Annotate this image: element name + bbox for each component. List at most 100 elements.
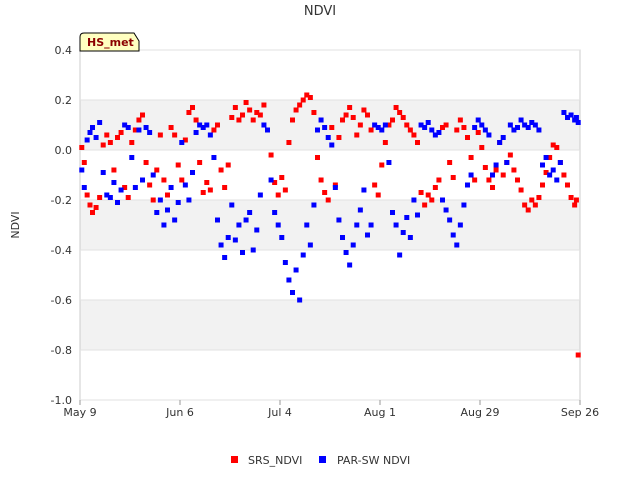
- y-tick-label: -0.4: [51, 244, 72, 257]
- srs-ndvi-point: [432, 185, 438, 190]
- par-sw-ndvi-point: [375, 125, 381, 130]
- srs-ndvi-point: [429, 197, 435, 203]
- srs-ndvi-point: [400, 115, 406, 120]
- srs-ndvi-point: [340, 117, 345, 123]
- srs-ndvi-point: [568, 195, 574, 200]
- par-sw-ndvi-point: [293, 267, 299, 273]
- srs-ndvi-point: [143, 160, 149, 165]
- badge-shape: [79, 32, 140, 52]
- par-sw-ndvi-point: [354, 222, 360, 228]
- x-tick-label: Aug 1: [364, 406, 396, 419]
- par-sw-ndvi-point: [79, 167, 85, 173]
- par-sw-ndvi-point: [504, 160, 510, 165]
- srs-ndvi-point: [132, 127, 138, 133]
- srs-ndvi-point: [379, 162, 385, 168]
- srs-ndvi-point: [565, 182, 570, 188]
- srs-ndvi-point: [90, 210, 95, 215]
- par-sw-ndvi-point: [182, 182, 188, 188]
- srs-ndvi-point: [350, 115, 356, 120]
- srs-ndvi-point: [122, 185, 128, 190]
- par-sw-ndvi-point: [115, 200, 120, 205]
- srs-ndvi-point: [150, 197, 156, 203]
- par-sw-ndvi-point: [529, 120, 535, 125]
- srs-ndvi-point: [450, 175, 456, 180]
- srs-ndvi-point: [261, 102, 267, 108]
- srs-ndvi-point: [404, 122, 410, 128]
- par-sw-ndvi-point: [168, 185, 174, 190]
- par-sw-ndvi-point: [472, 125, 478, 130]
- par-sw-ndvi-point: [275, 222, 281, 228]
- srs-ndvi-point: [347, 105, 353, 110]
- par-sw-ndvi-point: [372, 122, 378, 128]
- site-badge: HS_met: [79, 32, 140, 52]
- x-axis-ticks: May 9 Jun 6 Jul 4 Aug 1 Aug 29 Sep 26: [63, 400, 599, 419]
- par-sw-ndvi-point: [300, 252, 306, 258]
- srs-ndvi-point: [254, 110, 260, 115]
- plot-bands: [80, 50, 580, 400]
- par-sw-ndvi-point: [432, 132, 438, 138]
- srs-ndvi-point: [507, 152, 513, 158]
- par-sw-ndvi-point: [493, 162, 499, 168]
- srs-ndvi-point: [443, 122, 449, 128]
- par-sw-ndvi-point: [143, 125, 149, 130]
- par-sw-ndvi-point: [386, 160, 392, 165]
- par-sw-ndvi-point: [411, 197, 417, 203]
- par-sw-ndvi-point: [318, 117, 324, 123]
- par-sw-ndvi-point: [336, 217, 342, 223]
- srs-ndvi-point: [329, 125, 335, 130]
- par-sw-ndvi-point: [368, 222, 374, 228]
- par-sw-ndvi-point: [311, 202, 317, 208]
- par-sw-ndvi-point: [343, 250, 349, 255]
- par-sw-ndvi-point: [350, 242, 356, 248]
- srs-ndvi-point: [104, 132, 110, 138]
- par-sw-ndvi-point: [190, 170, 195, 175]
- srs-ndvi-point: [529, 197, 535, 203]
- srs-ndvi-point: [290, 117, 295, 123]
- srs-ndvi-point: [193, 117, 199, 123]
- y-tick-label: -0.6: [51, 294, 72, 307]
- srs-ndvi-point: [87, 202, 93, 208]
- par-sw-ndvi-point: [454, 242, 460, 248]
- par-sw-ndvi-point: [515, 125, 520, 130]
- srs-ndvi-point: [93, 205, 99, 210]
- srs-ndvi-point: [100, 142, 106, 148]
- par-sw-ndvi-point: [211, 155, 217, 160]
- x-tick-label: May 9: [63, 406, 96, 419]
- x-tick-label: Jun 6: [165, 406, 194, 419]
- srs-ndvi-point: [382, 140, 388, 145]
- par-sw-ndvi-point: [390, 210, 395, 215]
- par-sw-ndvi-point: [479, 122, 485, 128]
- par-sw-ndvi-point: [407, 235, 413, 240]
- par-sw-ndvi-point: [225, 235, 231, 240]
- par-sw-ndvi-point: [207, 132, 213, 138]
- srs-ndvi-point: [525, 207, 531, 213]
- x-tick-label: Aug 29: [461, 406, 500, 419]
- par-sw-ndvi-point: [132, 185, 138, 190]
- par-sw-ndvi-point: [440, 197, 445, 203]
- par-sw-ndvi-point: [361, 187, 367, 193]
- srs-ndvi-point: [250, 117, 256, 123]
- par-sw-ndvi-point: [568, 112, 574, 118]
- par-sw-ndvi-point: [429, 127, 435, 133]
- series-srs-ndvi: [79, 92, 581, 358]
- par-sw-ndvi-point: [200, 125, 206, 130]
- par-sw-ndvi-point: [550, 167, 556, 173]
- par-sw-ndvi-point: [240, 250, 245, 255]
- par-sw-ndvi-point: [157, 197, 163, 203]
- par-sw-ndvi-point: [329, 142, 335, 148]
- srs-ndvi-point: [125, 195, 131, 200]
- srs-ndvi-point: [561, 172, 567, 178]
- par-sw-ndvi-point: [304, 222, 310, 228]
- par-sw-ndvi-point: [104, 192, 110, 198]
- srs-ndvi-point: [411, 132, 417, 138]
- srs-ndvi-point: [454, 127, 460, 133]
- par-sw-ndvi-point: [418, 122, 424, 128]
- srs-ndvi-point: [282, 187, 288, 193]
- srs-ndvi-point: [468, 155, 474, 160]
- srs-ndvi-point: [107, 140, 113, 145]
- srs-ndvi-point: [272, 180, 278, 185]
- srs-ndvi-point: [390, 117, 395, 123]
- srs-ndvi-point: [179, 177, 185, 183]
- par-sw-ndvi-point: [400, 230, 406, 235]
- par-sw-ndvi-point: [279, 235, 285, 240]
